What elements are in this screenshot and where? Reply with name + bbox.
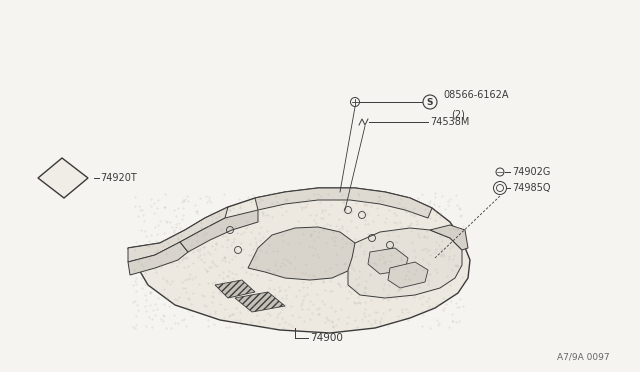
- Polygon shape: [348, 228, 462, 298]
- Text: (2): (2): [451, 109, 465, 119]
- Polygon shape: [255, 188, 432, 218]
- Polygon shape: [215, 280, 255, 298]
- Text: A7/9A 0097: A7/9A 0097: [557, 353, 610, 362]
- Polygon shape: [388, 262, 428, 288]
- Text: S: S: [427, 97, 433, 106]
- Polygon shape: [128, 188, 470, 333]
- Polygon shape: [235, 292, 285, 312]
- Text: 74985Q: 74985Q: [512, 183, 550, 193]
- Text: 08566-6162A: 08566-6162A: [443, 90, 509, 100]
- Polygon shape: [128, 242, 188, 275]
- Text: 74900: 74900: [310, 333, 343, 343]
- Polygon shape: [368, 248, 408, 274]
- Polygon shape: [180, 210, 258, 252]
- Polygon shape: [248, 227, 358, 280]
- Polygon shape: [38, 158, 88, 198]
- Text: 74902G: 74902G: [512, 167, 550, 177]
- Text: 74538M: 74538M: [430, 117, 469, 127]
- Polygon shape: [128, 207, 228, 262]
- Text: 74920T: 74920T: [100, 173, 137, 183]
- Polygon shape: [430, 225, 468, 250]
